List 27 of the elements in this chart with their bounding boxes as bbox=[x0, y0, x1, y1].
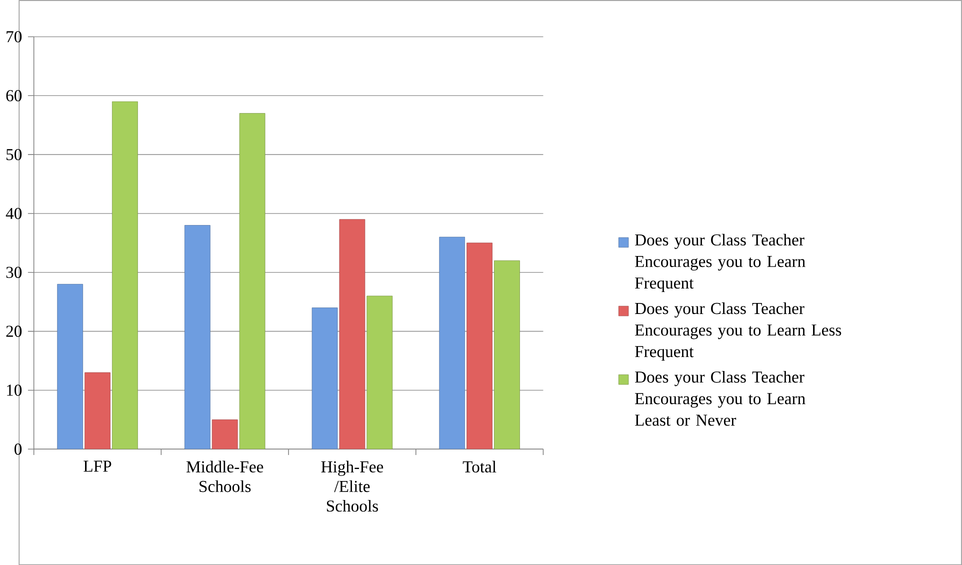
x-tick-label: Middle-Fee Schools bbox=[186, 460, 264, 492]
y-tick-label: 30 bbox=[6, 266, 22, 278]
y-tick-label: 10 bbox=[7, 384, 22, 396]
y-tick-label: 40 bbox=[6, 208, 22, 219]
y-tick-label: 70 bbox=[6, 30, 22, 42]
bar bbox=[184, 224, 210, 450]
bar bbox=[112, 101, 138, 450]
x-tick-label: LFP bbox=[84, 460, 112, 472]
bar bbox=[366, 296, 393, 450]
bar bbox=[84, 372, 110, 450]
legend-label: Does your Class Teacher Encourages you to Learn Frequent bbox=[635, 234, 806, 292]
y-tick-label: 0 bbox=[14, 443, 22, 455]
x-tick-label: Total bbox=[462, 460, 496, 472]
bar bbox=[339, 219, 366, 450]
bar bbox=[57, 284, 84, 450]
legend-label: Does your Class Teacher Encourages you to Learn Least or Never bbox=[635, 370, 806, 426]
bar bbox=[312, 307, 338, 450]
bar bbox=[212, 419, 238, 450]
y-tick-label: 50 bbox=[6, 148, 22, 160]
bar bbox=[466, 242, 492, 450]
legend-label: Does your Class Teacher Encourages you to Learn Less Frequent bbox=[635, 302, 842, 360]
y-tick-label: 60 bbox=[6, 90, 22, 102]
bar bbox=[439, 236, 466, 450]
bar bbox=[494, 260, 520, 450]
y-tick-label: 20 bbox=[6, 326, 22, 337]
x-tick-label: High-Fee /Elite Schools bbox=[321, 460, 384, 512]
bar bbox=[239, 113, 266, 450]
